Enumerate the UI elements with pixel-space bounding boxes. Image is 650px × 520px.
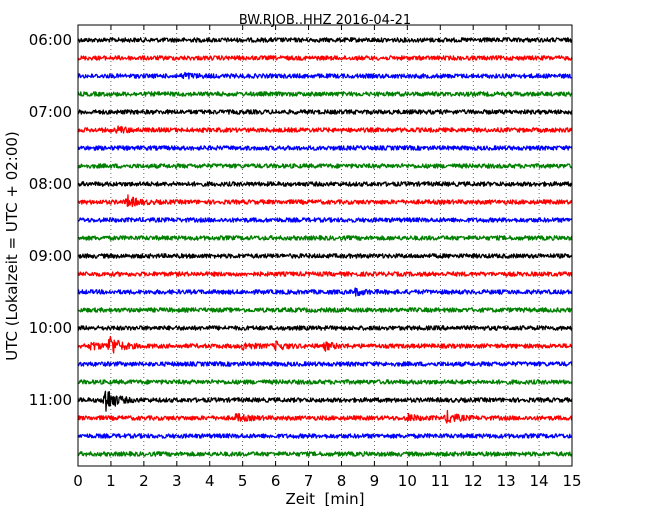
trace-0615 bbox=[77, 55, 573, 61]
trace-1115 bbox=[77, 409, 573, 424]
x-tick-label: 5 bbox=[238, 472, 248, 490]
trace-0800 bbox=[77, 181, 573, 187]
x-tick-label: 12 bbox=[464, 472, 483, 490]
trace-1030 bbox=[77, 361, 573, 367]
plot-frame bbox=[77, 24, 573, 467]
trace-0930 bbox=[77, 287, 573, 297]
trace-1000 bbox=[77, 325, 573, 331]
y-tick-label: 11:00 bbox=[29, 391, 72, 409]
vertical-grid bbox=[110, 25, 540, 466]
y-tick-label: 07:00 bbox=[29, 103, 72, 121]
trace-1130 bbox=[77, 433, 573, 439]
x-tick-label: 2 bbox=[139, 472, 149, 490]
trace-1045 bbox=[77, 379, 573, 385]
trace-0700 bbox=[77, 109, 573, 115]
trace-1015 bbox=[77, 335, 573, 354]
x-tick-label: 8 bbox=[337, 472, 347, 490]
x-tick-label: 15 bbox=[562, 472, 581, 490]
trace-0730 bbox=[77, 145, 573, 151]
trace-0600 bbox=[77, 37, 573, 43]
x-tick-label: 3 bbox=[172, 472, 182, 490]
x-tick-label: 1 bbox=[106, 472, 116, 490]
x-tick-label: 4 bbox=[205, 472, 215, 490]
trace-0645 bbox=[77, 91, 573, 97]
trace-0830 bbox=[77, 217, 573, 223]
trace-1145 bbox=[77, 451, 573, 457]
trace-1100 bbox=[77, 390, 573, 412]
trace-0915 bbox=[77, 271, 573, 277]
x-tick-label: 0 bbox=[73, 472, 83, 490]
trace-0845 bbox=[77, 235, 573, 241]
trace-0945 bbox=[77, 307, 573, 313]
x-tick-label: 9 bbox=[370, 472, 380, 490]
x-tick-label: 14 bbox=[530, 472, 549, 490]
y-tick-label: 06:00 bbox=[29, 31, 72, 49]
trace-0745 bbox=[77, 163, 573, 169]
x-tick-label: 6 bbox=[271, 472, 281, 490]
y-tick-label: 09:00 bbox=[29, 247, 72, 265]
trace-0715 bbox=[77, 125, 573, 134]
chart-title: BW.RJOB..HHZ 2016-04-21 bbox=[239, 13, 411, 28]
y-tick-label: 10:00 bbox=[29, 319, 72, 337]
seismic-traces bbox=[77, 37, 573, 457]
y-axis-ticks: 06:00 07:00 08:00 09:00 10:00 11:00 bbox=[29, 31, 572, 409]
x-tick-label: 13 bbox=[497, 472, 516, 490]
x-axis-label: Zeit [min] bbox=[285, 490, 364, 508]
trace-0630 bbox=[77, 71, 573, 80]
x-tick-label: 11 bbox=[431, 472, 450, 490]
y-tick-label: 08:00 bbox=[29, 175, 72, 193]
trace-0815 bbox=[77, 194, 573, 208]
trace-0900 bbox=[77, 253, 573, 259]
x-tick-label: 7 bbox=[304, 472, 314, 490]
x-axis-ticks: 0 1 2 3 4 5 6 7 8 9 10 11 12 13 14 15 bbox=[73, 25, 582, 490]
y-axis-label: UTC (Lokalzeit = UTC + 02:00) bbox=[3, 131, 21, 361]
x-tick-label: 10 bbox=[398, 472, 417, 490]
